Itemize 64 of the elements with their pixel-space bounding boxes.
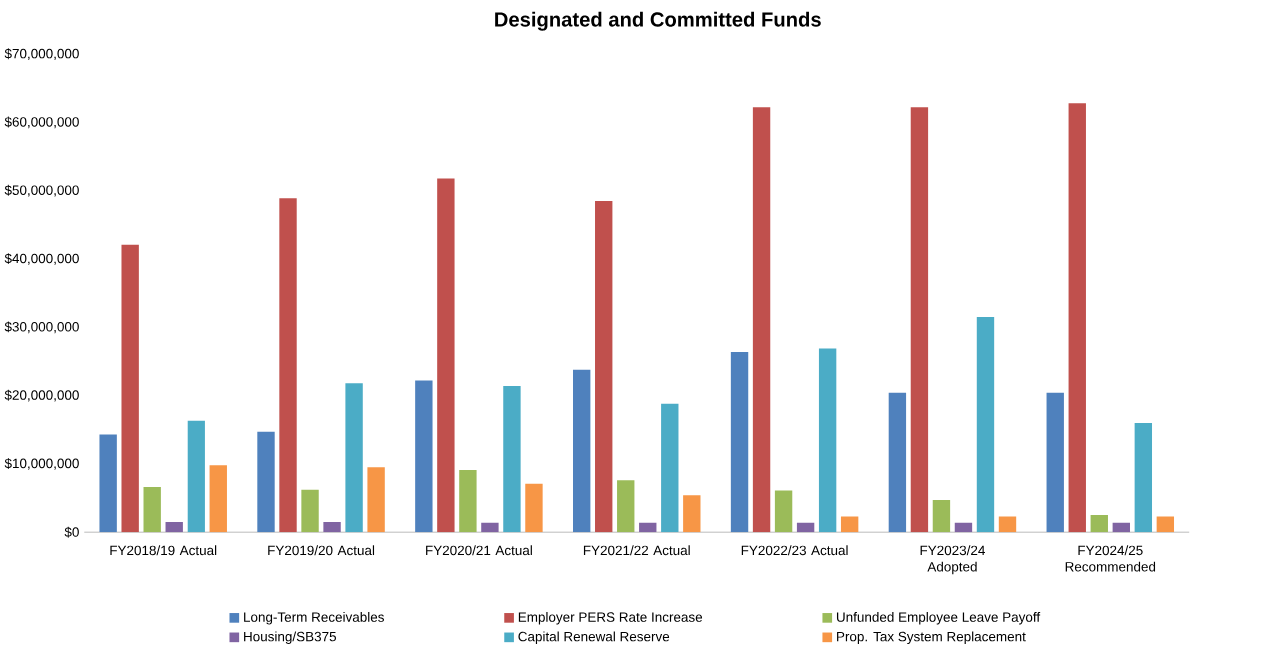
- bar: [279, 198, 297, 533]
- legend-label: Unfunded Employee Leave Payoff: [836, 612, 1041, 625]
- x-tick-label: FY2019/20 Actual: [268, 545, 375, 556]
- bar: [121, 244, 139, 533]
- bar: [818, 348, 837, 533]
- bar: [1112, 522, 1130, 533]
- bar: [1090, 515, 1108, 533]
- x-tick-label: FY2022/23 Actual: [741, 545, 848, 556]
- legend-label: Capital Renewal Reserve: [518, 631, 670, 645]
- bar: [840, 516, 859, 533]
- y-tick-label: $60,000,000: [4, 116, 79, 129]
- bar: [415, 380, 433, 533]
- bar: [345, 383, 363, 533]
- y-tick-label: $30,000,000: [4, 321, 79, 334]
- y-tick-label: $70,000,000: [4, 48, 79, 60]
- bar: [888, 392, 907, 533]
- y-tick-label: $10,000,000: [4, 458, 79, 470]
- chart-title: Designated and Committed Funds: [495, 11, 821, 31]
- bar: [1046, 392, 1064, 533]
- bar: [976, 317, 995, 533]
- legend-label: Housing/SB375: [244, 631, 337, 645]
- bar: [683, 495, 701, 533]
- bar: [639, 522, 657, 533]
- bar: [752, 107, 771, 533]
- y-tick-label: $20,000,000: [4, 389, 79, 402]
- bar: [99, 434, 117, 533]
- y-tick-label: $50,000,000: [4, 184, 79, 197]
- bar: [1068, 103, 1086, 533]
- bar: [796, 522, 815, 533]
- bar: [730, 351, 749, 533]
- bar: [573, 369, 591, 533]
- bar: [481, 522, 499, 533]
- bar: [459, 470, 477, 533]
- legend-label: Prop. Tax System Replacement: [837, 631, 1026, 645]
- x-tick-label: FY2020/21 Actual: [426, 545, 532, 556]
- bar: [595, 200, 613, 533]
- bar: [367, 467, 385, 533]
- x-tick-label: FY2021/22 Actual: [583, 545, 690, 556]
- bar: [437, 178, 455, 533]
- bar: [143, 487, 161, 533]
- x-tick-label: FY2023/24 Adopted: [920, 545, 985, 575]
- bar: [187, 420, 205, 533]
- legend-label: Long-Term Receivables: [244, 612, 384, 625]
- bar: [257, 431, 275, 533]
- bar: [774, 490, 793, 533]
- y-tick-label: $0: [64, 526, 79, 538]
- bar: [165, 521, 183, 533]
- bar: [954, 522, 973, 533]
- bar: [998, 516, 1017, 533]
- bar: [1134, 422, 1153, 533]
- bar: [301, 489, 319, 533]
- x-tick-label: FY2024/25 Recommended: [1065, 545, 1156, 572]
- bar: [661, 403, 679, 533]
- bar: [617, 480, 635, 533]
- bar: [323, 521, 341, 533]
- bar: [910, 107, 929, 533]
- bar: [525, 483, 543, 533]
- bar: [503, 386, 521, 533]
- bar: [932, 500, 951, 533]
- legend-label: Employer PERS Rate Increase: [518, 612, 703, 625]
- y-tick-label: $40,000,000: [4, 253, 79, 265]
- bar: [1156, 516, 1175, 533]
- x-tick-label: FY2018/19 Actual: [110, 545, 217, 556]
- bar: [209, 465, 227, 533]
